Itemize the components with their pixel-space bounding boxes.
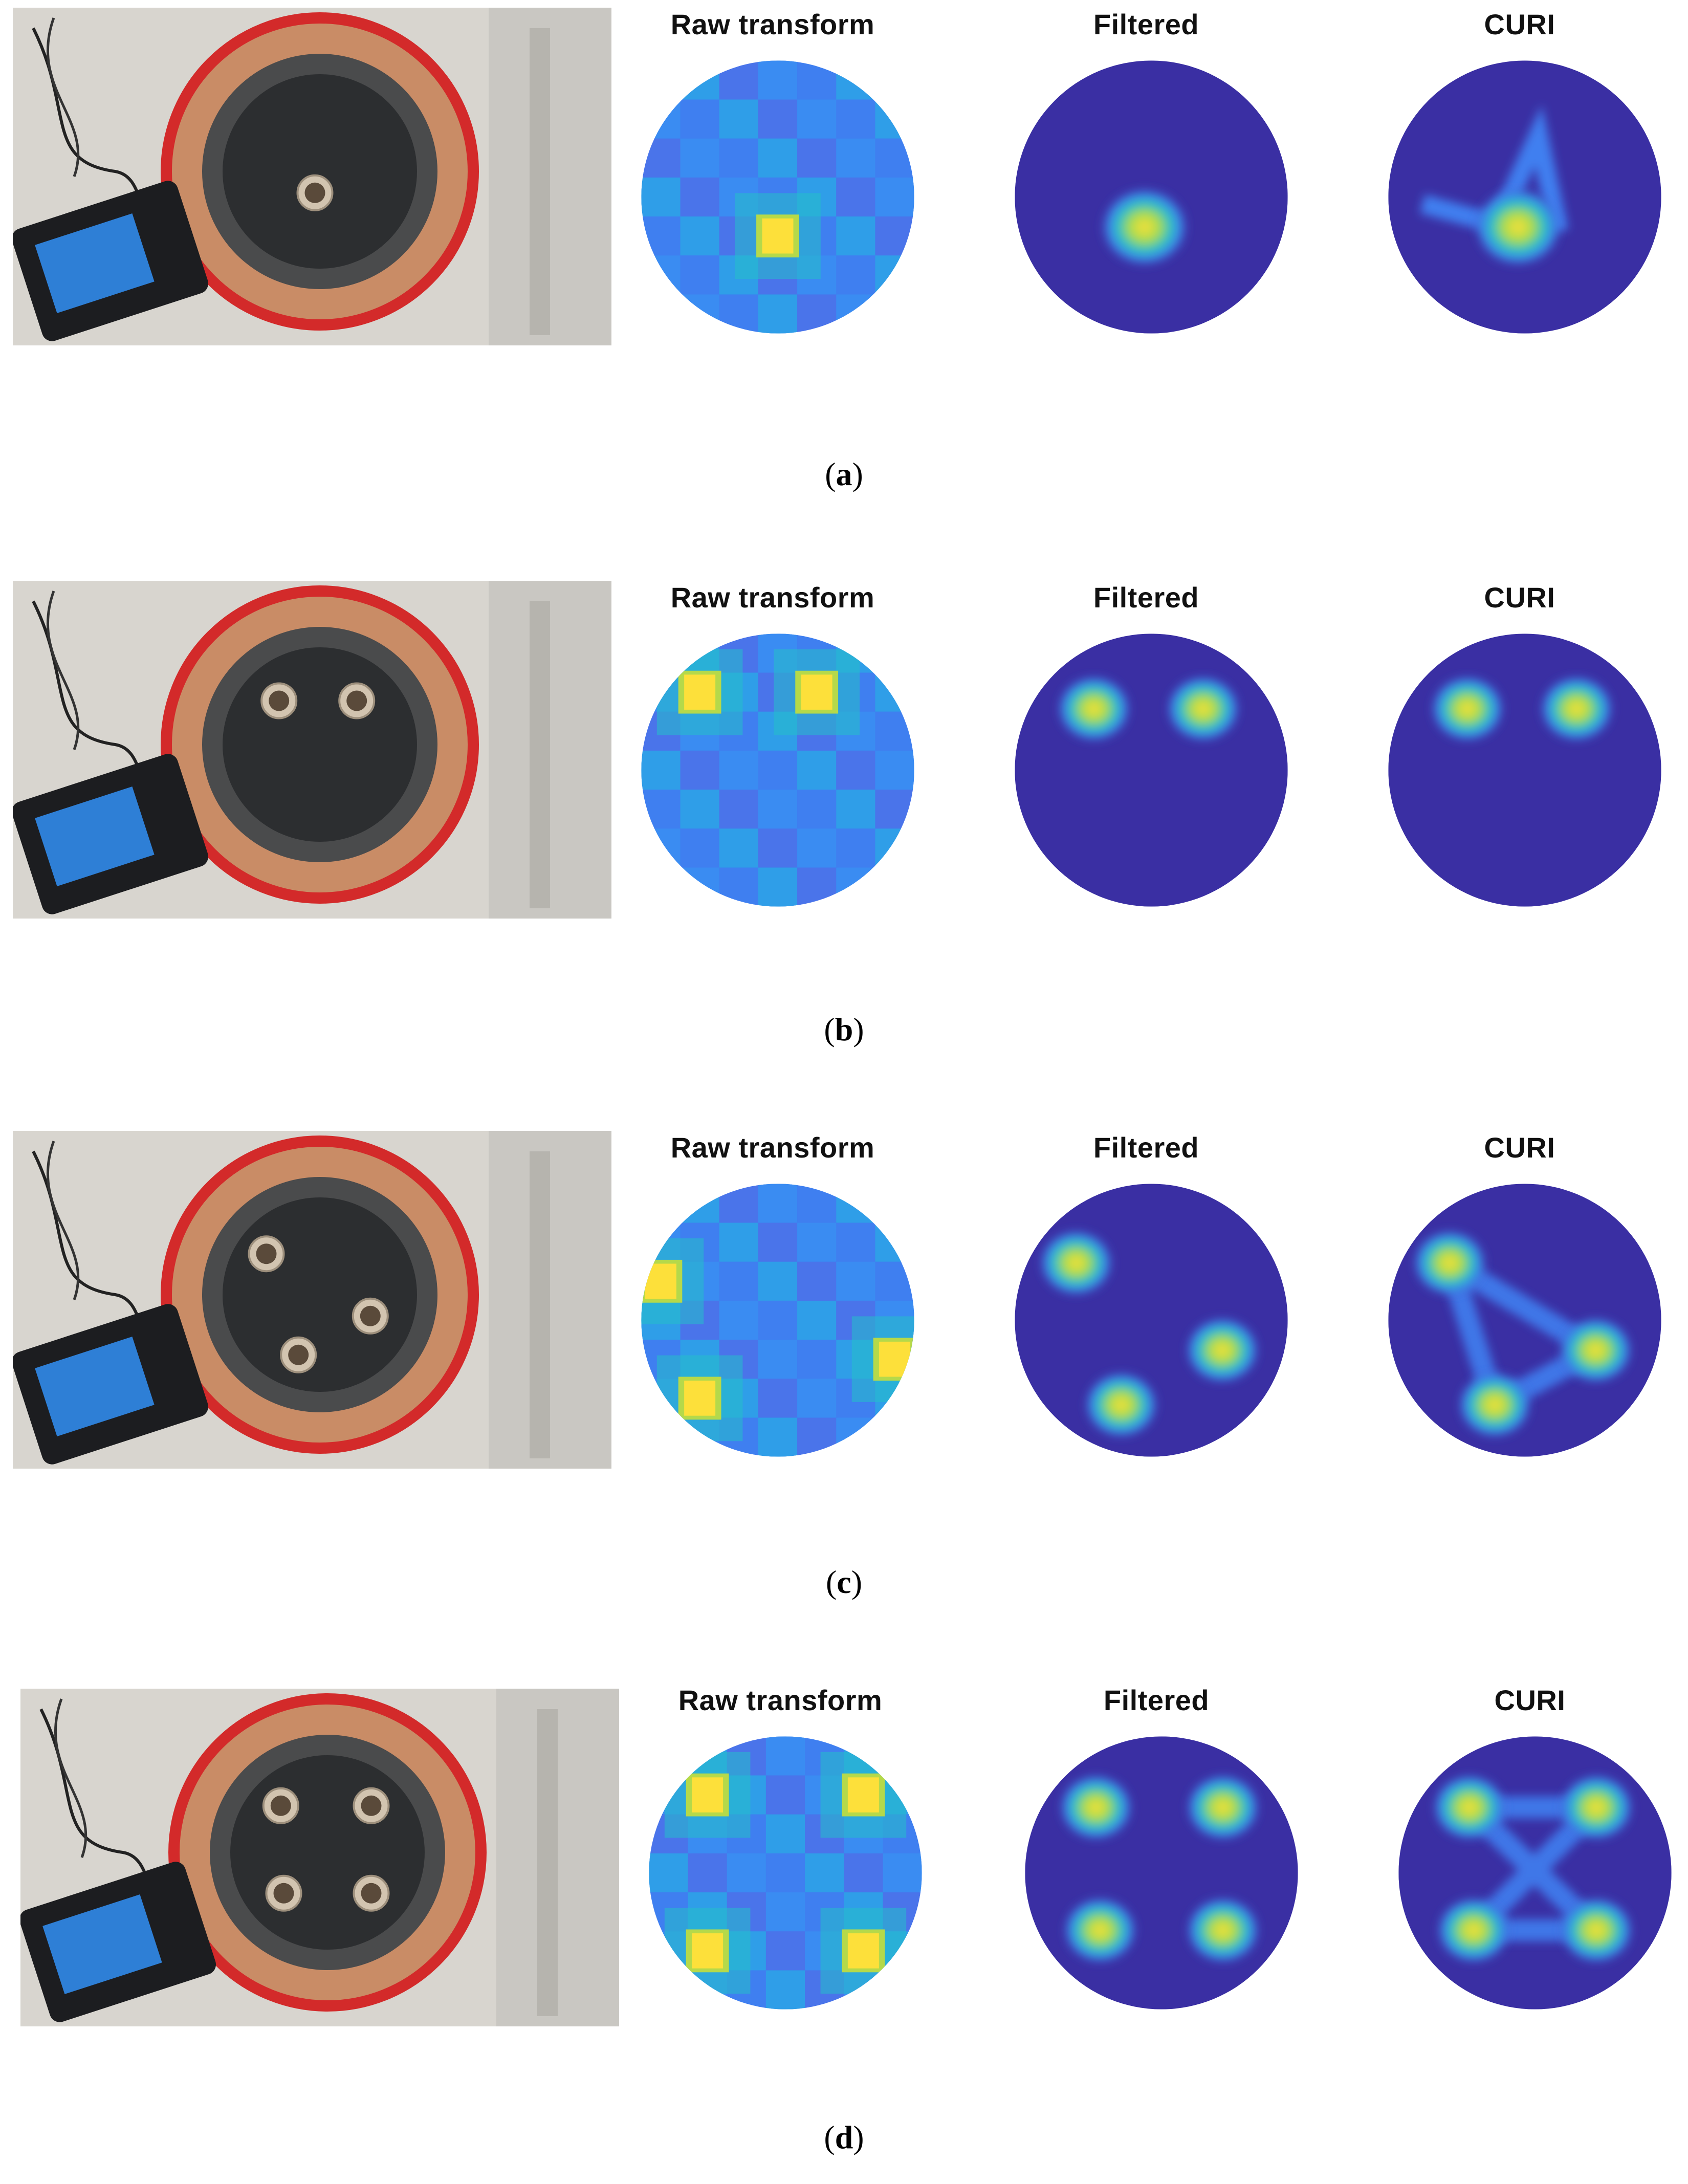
subfigure-caption-c: (c) bbox=[825, 1564, 863, 1600]
panel-title-raw: Raw transform bbox=[670, 581, 875, 614]
panel-title-curi: CURI bbox=[1484, 8, 1555, 40]
subfigure-caption-b: (b) bbox=[824, 1011, 864, 1047]
filtered-disk-d bbox=[1018, 1730, 1305, 2016]
panel-title-curi: CURI bbox=[1494, 1684, 1566, 1716]
filtered-disk-a bbox=[1008, 54, 1295, 340]
panel-title-raw: Raw transform bbox=[670, 8, 875, 40]
panel-title-filtered: Filtered bbox=[1093, 1131, 1199, 1164]
setup-photo-b bbox=[13, 581, 611, 919]
setup-photo-d bbox=[20, 1689, 619, 2026]
raw-transform-disk-d bbox=[642, 1730, 929, 2016]
subfigure-caption-d: (d) bbox=[824, 2119, 864, 2155]
panel-title-curi: CURI bbox=[1484, 1131, 1555, 1164]
subfigure-caption-a: (a) bbox=[825, 456, 863, 492]
setup-photo-a bbox=[13, 8, 611, 345]
raw-transform-disk-c bbox=[634, 1177, 921, 1464]
panel-title-filtered: Filtered bbox=[1103, 1684, 1210, 1716]
filtered-disk-b bbox=[1008, 627, 1295, 913]
panel-title-filtered: Filtered bbox=[1093, 8, 1199, 40]
filtered-disk-c bbox=[1008, 1177, 1295, 1464]
raw-transform-disk-a bbox=[634, 54, 921, 340]
curi-disk-d bbox=[1392, 1730, 1678, 2016]
panel-title-raw: Raw transform bbox=[670, 1131, 875, 1164]
curi-disk-a bbox=[1382, 54, 1668, 340]
setup-photo-c bbox=[13, 1131, 611, 1469]
panel-title-curi: CURI bbox=[1484, 581, 1555, 614]
raw-transform-disk-b bbox=[634, 627, 921, 913]
panel-title-raw: Raw transform bbox=[678, 1684, 883, 1716]
panel-title-filtered: Filtered bbox=[1093, 581, 1199, 614]
curi-disk-c bbox=[1382, 1177, 1668, 1464]
curi-disk-b bbox=[1382, 627, 1668, 913]
